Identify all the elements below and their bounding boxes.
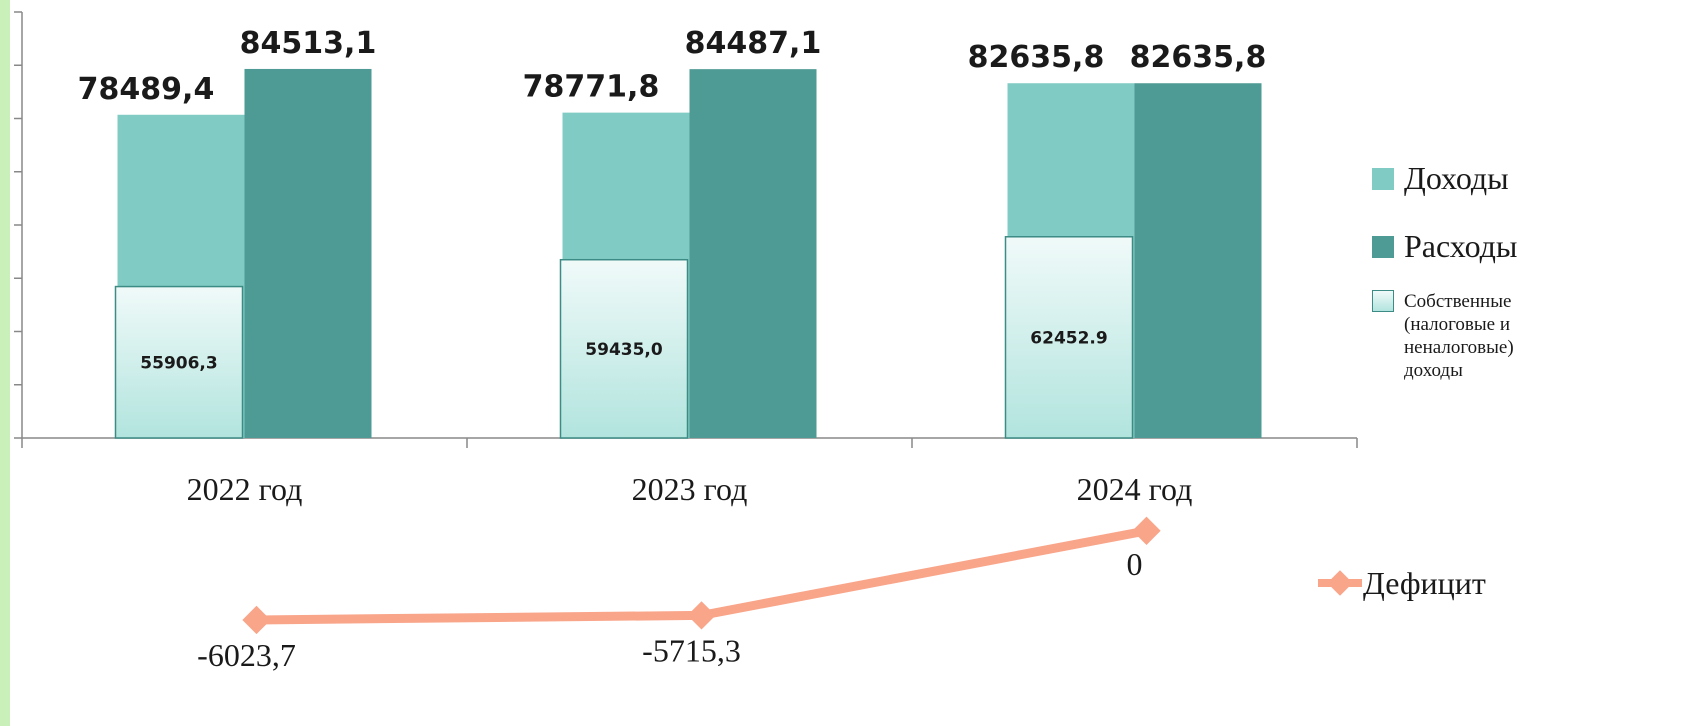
value-label: -5715,3 bbox=[642, 632, 741, 668]
bar bbox=[1004, 236, 1134, 439]
legend-label: Собственные (налоговые и неналоговые) до… bbox=[1404, 291, 1514, 381]
value-label: 84513,1 bbox=[240, 26, 377, 61]
bar bbox=[114, 285, 244, 439]
legend-label: Дефицит bbox=[1363, 565, 1486, 601]
x-tick-label: 2024 год bbox=[1077, 471, 1193, 507]
value-label: 55906,3 bbox=[140, 353, 217, 373]
marker bbox=[242, 605, 271, 635]
legend-swatch bbox=[1372, 290, 1394, 312]
value-label: 78771,8 bbox=[523, 70, 660, 105]
marker bbox=[1132, 516, 1161, 545]
value-label: 59435,0 bbox=[585, 340, 663, 360]
x-tick-label: 2022 год bbox=[187, 471, 303, 507]
bar bbox=[244, 68, 372, 438]
bar bbox=[559, 258, 689, 439]
value-label: 0 bbox=[1127, 546, 1143, 582]
legend-marker bbox=[1327, 570, 1353, 596]
x-tick-label: 2023 год bbox=[632, 471, 748, 507]
value-label: 84487,1 bbox=[685, 26, 822, 61]
legend-item: Доходы bbox=[1372, 160, 1509, 196]
legend-swatch bbox=[1372, 236, 1394, 258]
legend-swatch bbox=[1372, 168, 1394, 190]
value-label: 78489,4 bbox=[78, 72, 215, 107]
side-stripe bbox=[0, 0, 10, 726]
legend-label: Расходы bbox=[1404, 228, 1518, 264]
bar bbox=[689, 69, 817, 438]
value-label: 82635,8 bbox=[1130, 40, 1267, 75]
legend-item: Собственные (налоговые и неналоговые) до… bbox=[1372, 290, 1564, 382]
value-label: -6023,7 bbox=[197, 637, 296, 673]
value-label: 62452.9 bbox=[1030, 328, 1107, 348]
legend-item: Расходы bbox=[1372, 228, 1517, 264]
bar bbox=[1134, 83, 1262, 439]
value-label: 82635,8 bbox=[968, 40, 1105, 75]
marker bbox=[687, 601, 716, 630]
legend-label: Доходы bbox=[1404, 160, 1509, 196]
